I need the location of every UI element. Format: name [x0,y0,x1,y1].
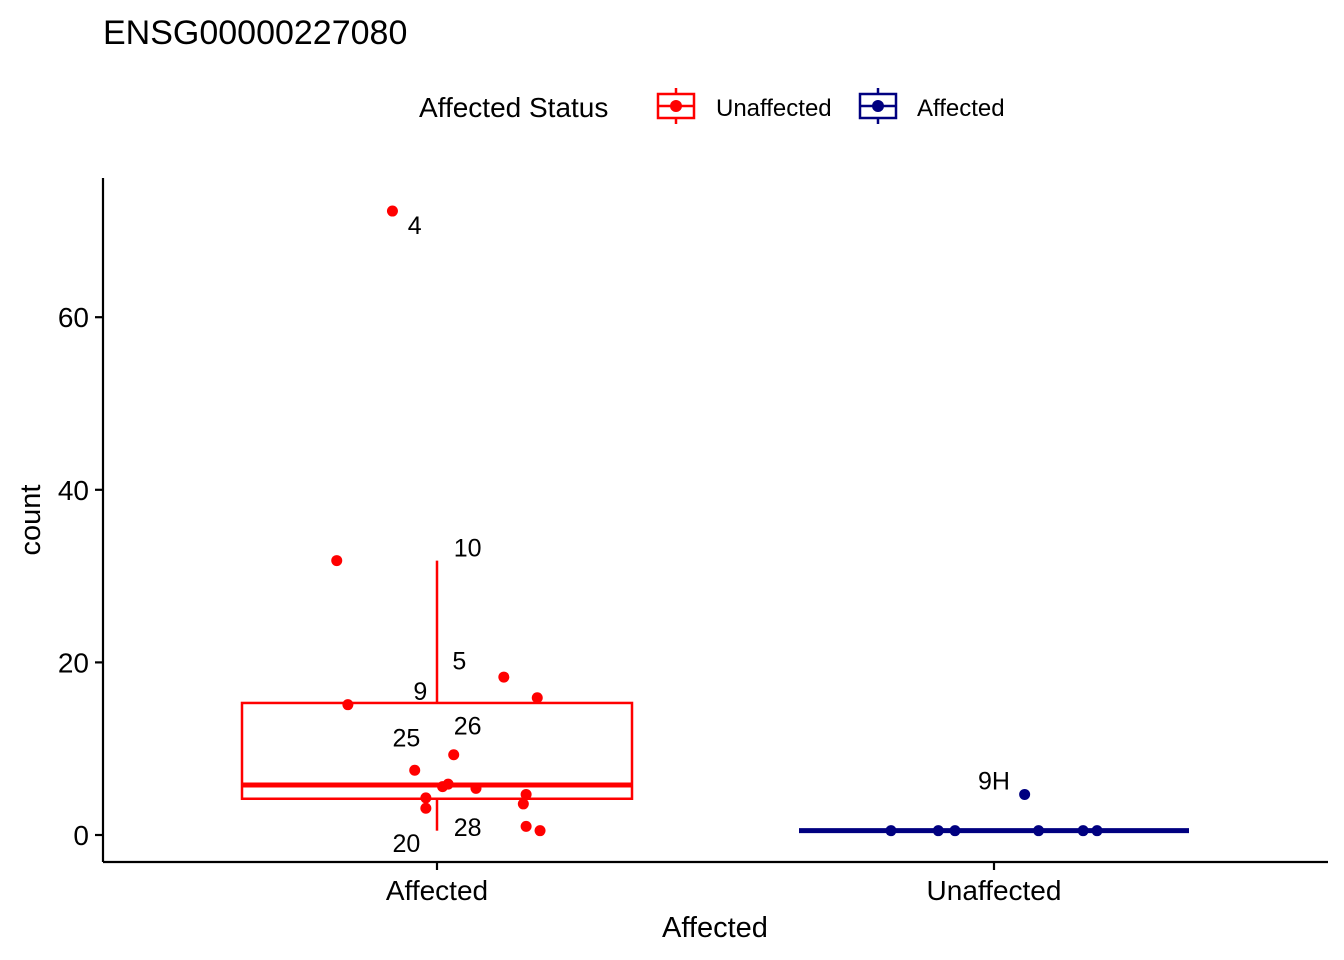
point-label: 25 [392,724,420,752]
legend-entry: Unaffected [656,88,832,124]
legend-entry: Affected [858,88,1005,124]
point-label: 28 [454,814,482,842]
legend-label: Affected [917,95,1005,122]
data-point [1033,825,1045,837]
legend-label: Unaffected [716,95,832,122]
y-tick-label: 40 [58,475,89,506]
data-point [932,825,944,837]
data-point [386,205,398,217]
data-point [420,792,432,804]
data-point [885,825,897,837]
y-tick-label: 60 [58,302,89,333]
data-point [498,671,510,683]
legend: Affected Status Unaffected Affected [419,88,1005,124]
y-axis-title: count [15,485,47,556]
plot-area: 4 10 59 26 25 28 20 9H [240,205,1189,858]
group-affected: 4 10 59 26 25 28 20 [240,205,634,858]
data-point [331,555,343,567]
x-axis-title: Affected [662,912,768,944]
data-point [520,820,532,832]
data-point [1091,825,1103,837]
y-tick-label: 20 [58,647,89,678]
legend-title: Affected Status [419,92,608,123]
data-point [1019,788,1031,800]
point-label: 20 [392,830,420,858]
data-point [1077,825,1089,837]
point-label: 10 [454,535,482,563]
x-tick-label: Affected [386,875,488,906]
point-label: 9 [413,678,427,706]
data-point [470,782,482,794]
data-point [437,781,449,793]
axes: 0 20 40 60 Affected Unaffected [58,178,1328,906]
data-point [420,802,432,814]
point-label: 26 [454,712,482,740]
legend-key-point [872,100,884,112]
data-point [520,788,532,800]
legend-key-point [670,100,682,112]
data-point [517,798,529,810]
box [240,701,634,801]
point-label: 9H [978,768,1010,796]
data-point [534,825,546,837]
group-unaffected: 9H [799,768,1189,837]
point-label: 4 [408,212,422,240]
data-point [949,825,961,837]
chart-title: ENSG00000227080 [103,14,407,52]
point-label: 5 [452,648,466,676]
y-tick-label: 0 [73,820,89,851]
x-tick-label: Unaffected [927,875,1062,906]
data-point [448,749,460,761]
data-point [531,692,543,704]
data-point [342,699,354,711]
data-point [409,764,421,776]
